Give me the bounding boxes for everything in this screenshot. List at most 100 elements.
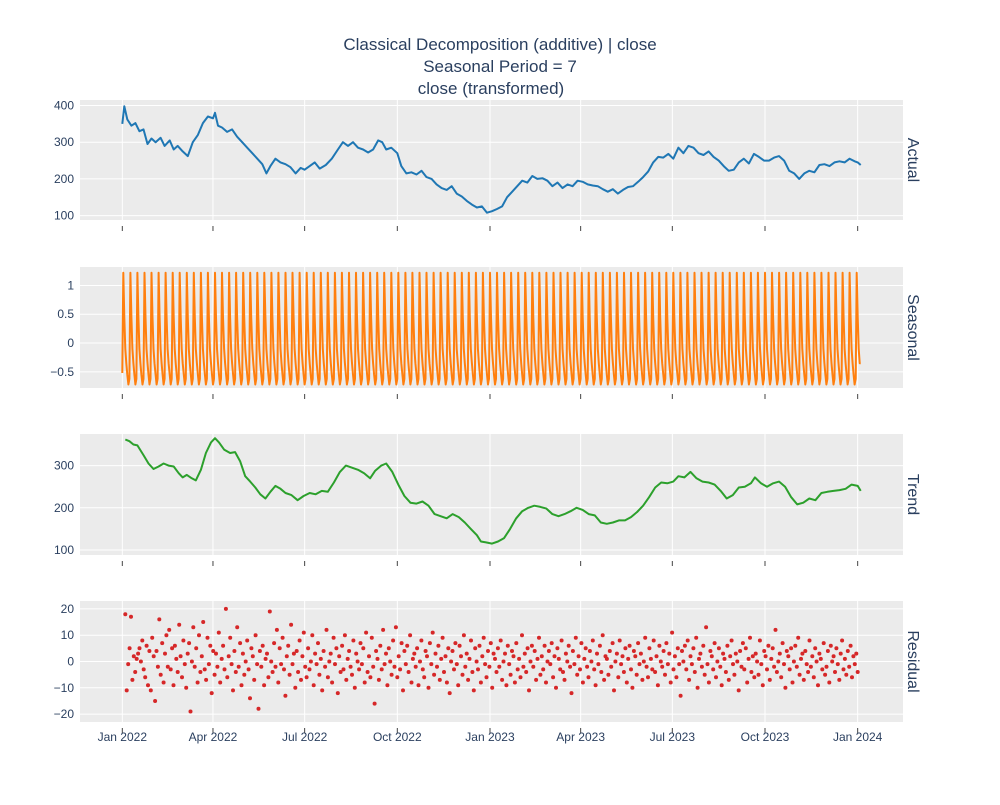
residual-point xyxy=(654,654,659,659)
residual-point xyxy=(507,662,512,667)
residual-point xyxy=(205,635,210,640)
residual-point xyxy=(317,672,322,677)
residual-point xyxy=(851,654,856,659)
residual-point xyxy=(209,691,214,696)
residual-point xyxy=(638,651,643,656)
residual-point xyxy=(627,643,632,648)
residual-point xyxy=(460,672,465,677)
residual-point xyxy=(718,664,723,669)
residual-point xyxy=(133,670,138,674)
residual-point xyxy=(644,664,649,669)
residual-point xyxy=(810,654,815,659)
residual-point xyxy=(406,670,411,674)
residual-point xyxy=(325,675,330,680)
residual-point xyxy=(446,646,451,651)
residual-point xyxy=(532,649,537,653)
residual-point xyxy=(403,662,408,667)
residual-point xyxy=(694,635,699,640)
residual-point xyxy=(503,651,507,656)
residual-point xyxy=(760,683,765,688)
residual-point xyxy=(634,672,639,677)
residual-point xyxy=(359,662,364,667)
residual-point xyxy=(470,670,475,674)
residual-point xyxy=(272,641,277,646)
residual-point xyxy=(787,667,792,672)
residual-point xyxy=(316,641,320,646)
residual-point xyxy=(495,646,500,651)
residual-point xyxy=(488,641,493,646)
residual-point xyxy=(211,649,216,653)
residual-point xyxy=(586,675,591,680)
residual-point xyxy=(188,709,193,714)
residual-point xyxy=(381,627,386,632)
residual-point xyxy=(289,622,294,627)
residual-point xyxy=(549,641,554,646)
residual-point xyxy=(170,646,175,651)
residual-point xyxy=(265,651,269,656)
residual-point xyxy=(399,641,404,646)
residual-point xyxy=(602,677,607,682)
residual-point xyxy=(504,683,509,688)
residual-point xyxy=(852,662,857,667)
residual-point xyxy=(770,646,775,651)
residual-point xyxy=(522,651,527,656)
residual-point xyxy=(831,654,836,659)
residual-point xyxy=(189,659,194,664)
residual-point xyxy=(235,625,240,630)
residual-point xyxy=(653,670,658,674)
residual-point xyxy=(260,643,265,648)
residual-point xyxy=(364,630,369,635)
residual-point xyxy=(742,667,747,672)
residual-point xyxy=(579,641,584,646)
residual-point xyxy=(148,688,153,693)
residual-point xyxy=(505,643,510,648)
residual-point xyxy=(801,677,806,682)
residual-point xyxy=(138,659,143,664)
residual-point xyxy=(620,654,625,659)
residual-point xyxy=(840,638,845,643)
residual-point xyxy=(157,617,162,622)
residual-point xyxy=(773,627,778,632)
residual-point xyxy=(592,667,597,672)
residual-point xyxy=(848,643,853,648)
residual-point xyxy=(304,675,309,680)
residual-point xyxy=(650,667,655,672)
residual-point xyxy=(527,688,531,693)
residual-point xyxy=(131,654,136,659)
residual-point xyxy=(617,638,622,643)
residual-point xyxy=(562,677,567,682)
residual-point xyxy=(328,651,333,656)
seasonal-series-line xyxy=(121,271,861,386)
residual-point xyxy=(457,643,462,648)
residual-point xyxy=(436,643,441,648)
residual-point xyxy=(474,659,479,664)
residual-point xyxy=(345,656,350,661)
residual-point xyxy=(565,659,570,664)
residual-point xyxy=(631,649,636,653)
residual-point xyxy=(797,672,802,677)
residual-point xyxy=(432,672,437,677)
y-tick-label: 100 xyxy=(54,209,74,223)
residual-point xyxy=(416,683,421,688)
residual-point xyxy=(199,654,204,659)
residual-point xyxy=(444,680,449,685)
residual-point xyxy=(614,651,619,656)
residual-point xyxy=(818,656,823,661)
residual-point xyxy=(311,683,316,688)
residual-point xyxy=(699,664,704,669)
residual-point xyxy=(206,662,211,667)
residual-point xyxy=(521,664,526,669)
residual-point xyxy=(753,651,758,656)
trend-plot-area xyxy=(80,434,903,555)
residual-point xyxy=(641,659,646,664)
residual-point xyxy=(714,675,718,680)
residual-point xyxy=(813,646,818,651)
residual-point xyxy=(580,680,585,685)
residual-point xyxy=(419,638,424,643)
residual-point xyxy=(624,680,629,685)
residual-point xyxy=(711,667,716,672)
residual-point xyxy=(668,680,673,685)
residual-point xyxy=(606,672,611,677)
residual-point xyxy=(712,641,717,646)
residual-point xyxy=(151,654,156,659)
